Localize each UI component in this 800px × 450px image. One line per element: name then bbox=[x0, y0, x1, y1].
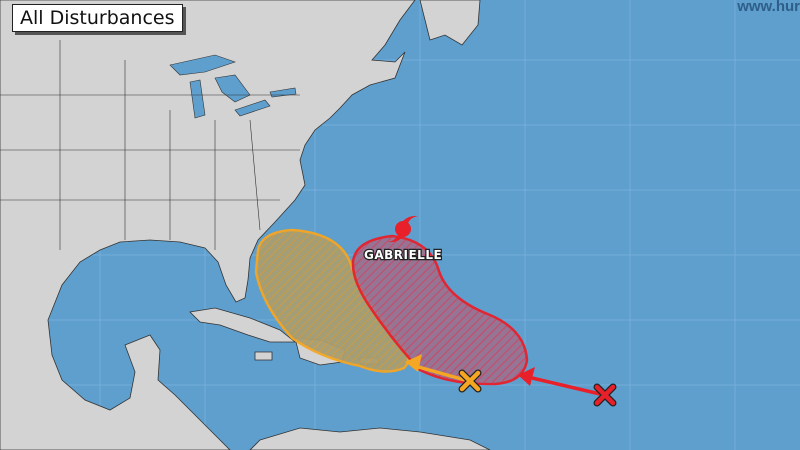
red-arrow-icon bbox=[518, 367, 535, 386]
orange-track-line bbox=[414, 364, 466, 382]
map-title: All Disturbances bbox=[12, 4, 183, 32]
storm-name-label: GABRIELLE bbox=[364, 248, 442, 262]
orange-x-icon bbox=[458, 369, 482, 393]
watermark: www.hur bbox=[737, 0, 800, 15]
red-x-icon bbox=[593, 383, 617, 407]
red-track-line bbox=[531, 376, 601, 396]
red-disturbance-area bbox=[351, 234, 529, 386]
orange-arrow-icon bbox=[405, 354, 422, 372]
hurricane-symbol-icon bbox=[388, 215, 418, 243]
state-borders bbox=[0, 40, 300, 250]
